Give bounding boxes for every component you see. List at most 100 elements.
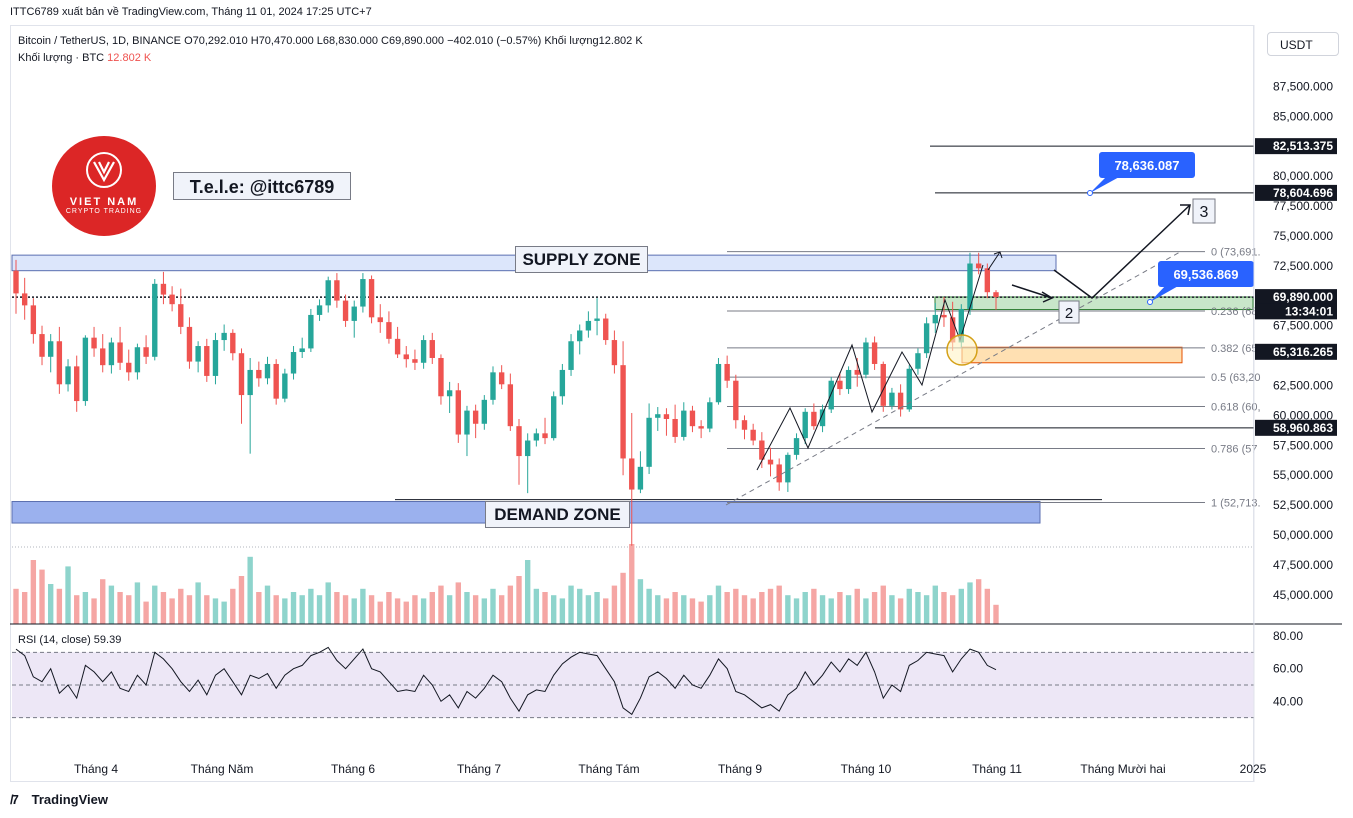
rsi-band — [12, 652, 1254, 718]
candle-body — [819, 409, 826, 427]
candle — [108, 337, 115, 374]
price-label-box — [1255, 419, 1337, 436]
volume-bar — [524, 560, 531, 624]
volume-bar — [160, 592, 167, 624]
candle-body — [30, 305, 37, 335]
volume-bar — [351, 598, 357, 624]
candle-body — [247, 369, 253, 396]
candle — [212, 332, 219, 385]
candle-body — [629, 458, 635, 490]
currency-selector[interactable]: USDT — [1267, 32, 1339, 56]
volume-bar — [906, 588, 912, 624]
candle-body — [360, 279, 366, 307]
candle — [993, 290, 999, 310]
green-support-zone — [934, 296, 1254, 311]
candle-body — [178, 304, 184, 327]
candle-body — [464, 410, 470, 435]
candle-body — [533, 433, 540, 441]
volume-bar — [577, 588, 583, 624]
target-callout-pointer — [1090, 176, 1121, 193]
candle — [230, 329, 236, 361]
volume-bar — [811, 588, 817, 624]
price-label: 82,513.375 — [1255, 138, 1337, 155]
candle — [932, 302, 938, 333]
volume-bar — [629, 544, 635, 624]
candle — [429, 332, 435, 364]
candle — [715, 357, 722, 405]
candle-body — [689, 410, 696, 427]
candle-body — [498, 372, 505, 385]
candle — [273, 359, 279, 405]
fib-label-2: 0.382 (65, — [1211, 343, 1261, 355]
candle — [828, 377, 834, 414]
candle-body — [212, 340, 219, 376]
volume-bar — [967, 582, 973, 624]
candle — [551, 391, 557, 441]
candle — [524, 433, 531, 494]
candle-body — [559, 369, 566, 397]
candle — [845, 366, 852, 394]
volume-legend-label: Khối lượng · BTC — [18, 52, 105, 64]
volume-bar — [386, 592, 392, 624]
candle-body — [681, 410, 687, 437]
y-tick-label: 77,500.000 — [1273, 199, 1333, 213]
volume-bar — [932, 585, 938, 624]
candle-body — [672, 418, 678, 437]
candle — [577, 324, 583, 355]
volume-bar — [863, 598, 869, 624]
fib-label-1: 0.236 (68, — [1211, 306, 1261, 318]
candle — [316, 299, 323, 321]
volume-bar — [221, 601, 227, 624]
volume-bar — [698, 601, 704, 624]
volume-bar — [126, 595, 132, 624]
candle-body — [308, 314, 314, 349]
price-label-box — [1255, 289, 1337, 306]
candle-body — [273, 363, 279, 399]
price-label-text: 58,960.863 — [1273, 421, 1333, 435]
wave-3-text: 3 — [1200, 204, 1209, 221]
target-callout-dot — [1087, 190, 1093, 196]
price-label: 13:34:01 — [1255, 303, 1337, 320]
volume-bar — [533, 588, 540, 624]
candle-body — [741, 420, 748, 430]
candle-body — [204, 346, 210, 376]
fib-label-5: 0.786 (57 — [1211, 444, 1257, 456]
volume-bar — [871, 592, 878, 624]
volume-bar — [776, 585, 782, 624]
volume-bar — [186, 595, 193, 624]
candle-body — [403, 354, 409, 360]
volume-bar — [169, 598, 175, 624]
candle — [74, 355, 80, 412]
candle — [360, 273, 366, 313]
y-tick-label: 80,000.000 — [1273, 169, 1333, 183]
candle — [117, 326, 123, 370]
volume-bar — [368, 595, 375, 624]
v-logo-icon — [86, 152, 122, 188]
candle — [386, 311, 392, 344]
volume-bar — [65, 566, 71, 624]
candle — [342, 294, 349, 327]
candle-body — [715, 363, 722, 403]
candle — [923, 317, 930, 358]
tradingview-branding: /7 TradingView — [10, 792, 108, 807]
x-tick-label: Tháng 9 — [718, 762, 762, 776]
rsi-line — [15, 646, 997, 716]
price-label: 58,960.863 — [1255, 419, 1337, 436]
candle — [663, 408, 670, 436]
candle — [646, 403, 652, 475]
volume-bar — [308, 588, 314, 624]
volume-legend-value: 12.802 K — [107, 52, 152, 64]
candle-body — [854, 369, 860, 375]
candle-body — [256, 369, 262, 379]
rising-trendline — [725, 251, 1181, 506]
candle-body — [750, 429, 756, 441]
candle — [620, 341, 626, 476]
y-tick-label: 87,500.000 — [1273, 80, 1333, 94]
y-tick-label: 85,000.000 — [1273, 109, 1333, 123]
volume-bar — [152, 585, 158, 624]
volume-bar — [585, 595, 592, 624]
volume-bar — [741, 595, 748, 624]
y-tick-label: 52,500.000 — [1273, 498, 1333, 512]
candle-body — [785, 454, 791, 483]
